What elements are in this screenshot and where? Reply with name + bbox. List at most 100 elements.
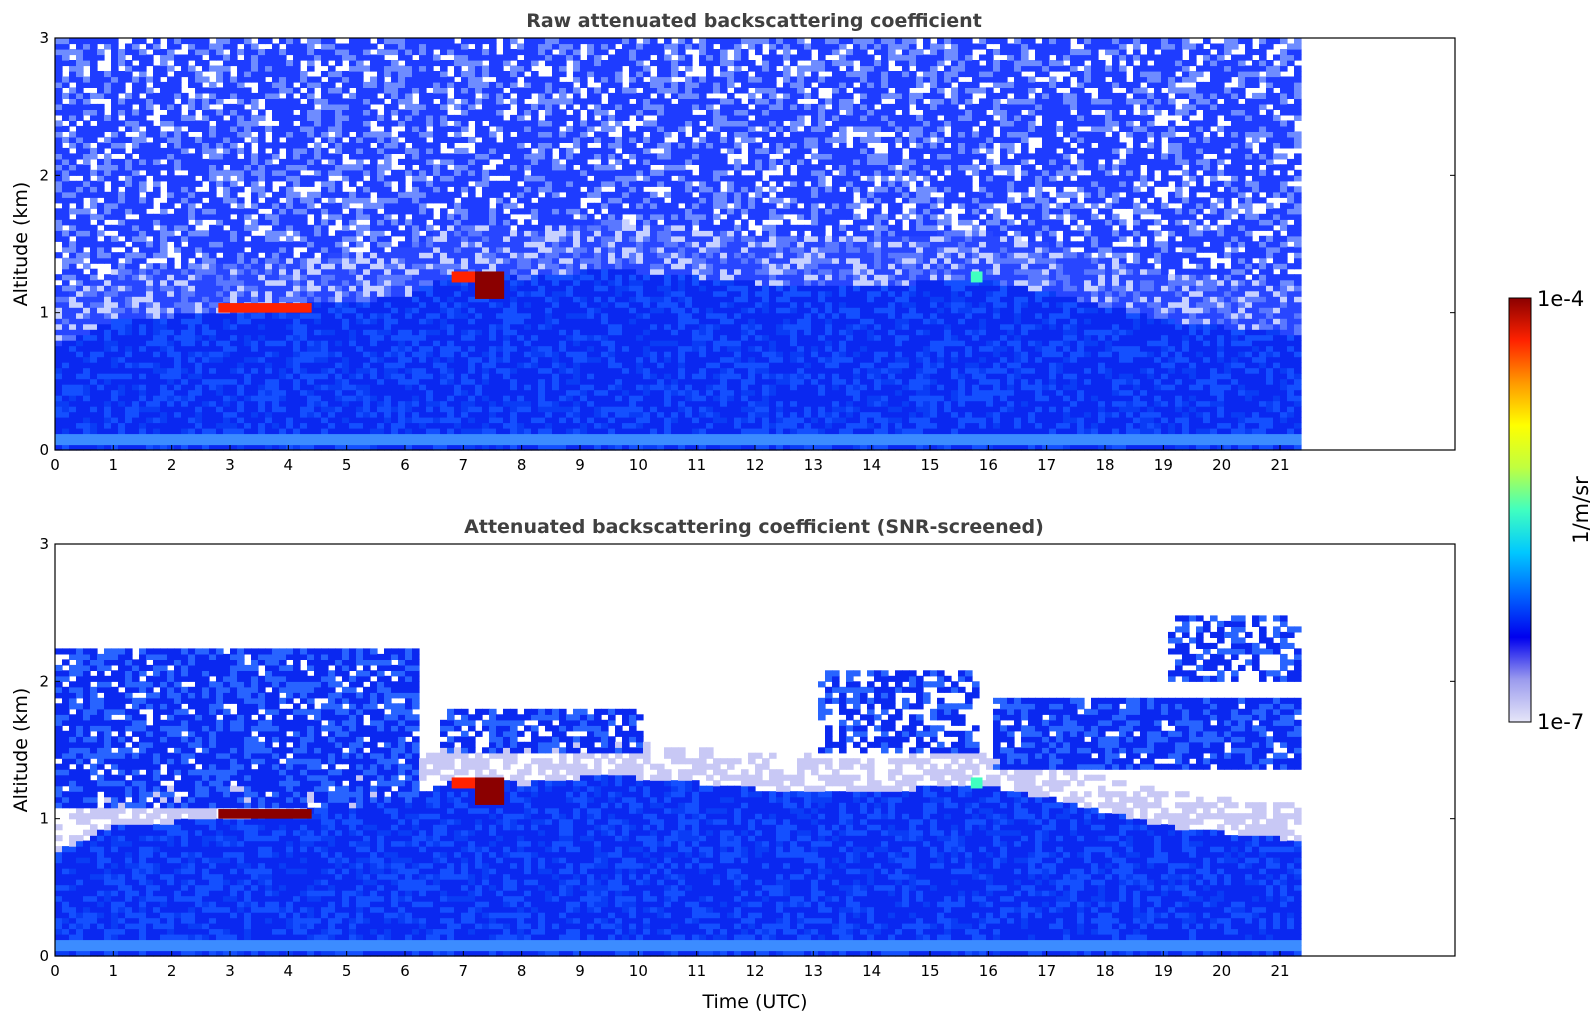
heatmap-cell	[559, 38, 567, 44]
heatmap-cell	[545, 329, 553, 335]
heatmap-cell	[83, 384, 91, 390]
heatmap-cell	[146, 280, 154, 286]
heatmap-cell	[321, 307, 329, 313]
heatmap-cell	[391, 274, 399, 280]
heatmap-cell	[258, 285, 266, 291]
heatmap-cell	[398, 379, 406, 385]
heatmap-cell	[321, 324, 329, 330]
heatmap-cell	[167, 351, 175, 357]
heatmap-cell	[181, 247, 189, 253]
heatmap-cell	[489, 71, 497, 77]
heatmap-cell	[363, 269, 371, 275]
heatmap-cell	[104, 401, 112, 407]
heatmap-cell	[419, 164, 427, 170]
heatmap-cell	[188, 142, 196, 148]
heatmap-cell	[55, 71, 63, 77]
heatmap-cell	[55, 252, 63, 258]
heatmap-cell	[328, 324, 336, 330]
heatmap-cell	[426, 104, 434, 110]
heatmap-cell	[230, 225, 238, 231]
heatmap-cell	[181, 186, 189, 192]
heatmap-cell	[363, 412, 371, 418]
heatmap-cell	[111, 329, 119, 335]
heatmap-cell	[251, 153, 259, 159]
heatmap-cell	[265, 38, 273, 44]
heatmap-cell	[223, 384, 231, 390]
heatmap-cell	[342, 258, 350, 264]
heatmap-cell	[111, 82, 119, 88]
heatmap-cell	[412, 109, 420, 115]
heatmap-cell	[412, 428, 420, 434]
heatmap-cell	[328, 98, 336, 104]
heatmap-cell	[545, 55, 553, 61]
heatmap-cell	[377, 49, 385, 55]
heatmap-cell	[167, 395, 175, 401]
heatmap-cell	[447, 247, 455, 253]
heatmap-cell	[167, 384, 175, 390]
heatmap-cell	[139, 302, 147, 308]
heatmap-cell	[174, 126, 182, 132]
heatmap-cell	[377, 401, 385, 407]
heatmap-cell	[496, 340, 504, 346]
heatmap-cell	[167, 77, 175, 83]
heatmap-cell	[272, 131, 280, 137]
heatmap-cell	[377, 203, 385, 209]
heatmap-cell	[447, 406, 455, 412]
heatmap-cell	[496, 428, 504, 434]
heatmap-cell	[83, 417, 91, 423]
heatmap-cell	[503, 203, 511, 209]
heatmap-cell	[328, 269, 336, 275]
heatmap-cell	[272, 170, 280, 176]
heatmap-cell	[314, 55, 322, 61]
heatmap-cell	[272, 318, 280, 324]
heatmap-cell	[349, 192, 357, 198]
heatmap-cell	[321, 423, 329, 429]
heatmap-cell	[97, 49, 105, 55]
heatmap-cell	[510, 258, 518, 264]
heatmap-cell	[321, 335, 329, 341]
heatmap-cell	[83, 362, 91, 368]
heatmap-cell	[139, 49, 147, 55]
heatmap-cell	[139, 340, 147, 346]
heatmap-cell	[552, 428, 560, 434]
heatmap-cell	[503, 434, 511, 440]
heatmap-cell	[391, 307, 399, 313]
heatmap-cell	[237, 71, 245, 77]
heatmap-cell	[83, 401, 91, 407]
heatmap-cell	[188, 296, 196, 302]
heatmap-cell	[503, 406, 511, 412]
heatmap-cell	[517, 247, 525, 253]
heatmap-cell	[153, 313, 161, 319]
heatmap-cell	[118, 351, 126, 357]
heatmap-cell	[552, 384, 560, 390]
heatmap-cell	[370, 368, 378, 374]
heatmap-cell	[328, 335, 336, 341]
heatmap-cell	[230, 55, 238, 61]
heatmap-cell	[377, 329, 385, 335]
heatmap-cell	[412, 258, 420, 264]
heatmap-cell	[468, 285, 476, 291]
heatmap-cell	[188, 104, 196, 110]
heatmap-cell	[468, 423, 476, 429]
heatmap-cell	[489, 82, 497, 88]
heatmap-cell	[76, 170, 84, 176]
heatmap-cell	[307, 192, 315, 198]
heatmap-cell	[426, 406, 434, 412]
heatmap-cell	[223, 148, 231, 154]
heatmap-cell	[426, 335, 434, 341]
heatmap-cell	[146, 291, 154, 297]
heatmap-cell	[475, 247, 483, 253]
heatmap-cell	[307, 159, 315, 165]
heatmap-cell	[55, 148, 63, 154]
heatmap-cell	[244, 153, 252, 159]
heatmap-cell	[132, 285, 140, 291]
heatmap-cell	[363, 346, 371, 352]
heatmap-cell	[55, 137, 63, 143]
heatmap-cell	[447, 307, 455, 313]
heatmap-cell	[503, 252, 511, 258]
heatmap-cell	[328, 153, 336, 159]
heatmap-cell	[482, 346, 490, 352]
heatmap-cell	[209, 159, 217, 165]
heatmap-cell	[559, 197, 567, 203]
heatmap-cell	[251, 291, 259, 297]
